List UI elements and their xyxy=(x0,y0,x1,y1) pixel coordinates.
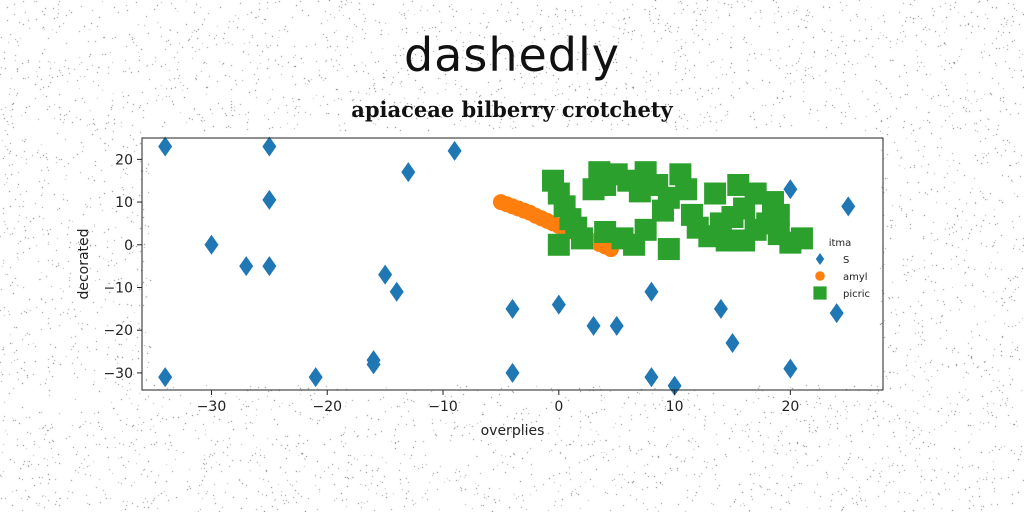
x-tick-label: 0 xyxy=(554,399,563,415)
data-point-square xyxy=(594,220,617,243)
data-point-diamond xyxy=(447,140,462,161)
data-point-square xyxy=(727,173,750,196)
series-S xyxy=(158,136,856,396)
series-picric xyxy=(542,161,813,261)
legend-marker-amyl xyxy=(815,271,825,281)
y-tick-label: 20 xyxy=(115,152,133,168)
data-point-diamond xyxy=(366,354,381,375)
data-point-diamond xyxy=(644,281,659,302)
axes-frame xyxy=(141,137,884,391)
legend-title: itma xyxy=(829,238,852,249)
data-point-diamond xyxy=(586,315,601,336)
figure-suptitle: dashedly xyxy=(403,28,620,82)
y-tick-label: −10 xyxy=(103,280,133,296)
data-point-diamond xyxy=(725,333,740,354)
chart-title: apiaceae bilberry crotchety xyxy=(351,97,673,122)
data-point-diamond xyxy=(644,367,659,388)
legend-marker-S xyxy=(815,253,825,265)
x-tick-label: −30 xyxy=(197,399,227,415)
data-point-diamond xyxy=(401,162,416,183)
x-axis-label: overplies xyxy=(481,423,545,439)
data-point-diamond xyxy=(667,375,682,396)
data-point-diamond xyxy=(841,196,856,217)
data-point-diamond xyxy=(389,281,404,302)
data-point-square xyxy=(547,233,570,256)
x-tick-label: 20 xyxy=(781,399,799,415)
data-point-diamond xyxy=(262,136,277,157)
data-point-square xyxy=(715,229,738,252)
data-point-diamond xyxy=(262,256,277,277)
data-point-diamond xyxy=(713,298,728,319)
data-point-diamond xyxy=(551,294,566,315)
data-point-square xyxy=(675,178,698,201)
data-point-square xyxy=(652,199,675,222)
data-point-diamond xyxy=(505,298,520,319)
plot-area xyxy=(158,136,856,396)
y-tick-label: −20 xyxy=(103,323,133,339)
x-tick-label: −10 xyxy=(428,399,458,415)
y-axis-label: decorated xyxy=(76,228,92,299)
data-point-diamond xyxy=(609,315,624,336)
y-tick-label: −30 xyxy=(103,366,133,382)
data-point-diamond xyxy=(158,367,173,388)
data-point-square xyxy=(704,182,727,205)
data-point-diamond xyxy=(829,303,844,324)
data-point-diamond xyxy=(505,362,520,383)
data-point-diamond xyxy=(308,367,323,388)
legend-marker-picric xyxy=(813,286,827,300)
legend-label: picric xyxy=(843,289,870,300)
data-point-square xyxy=(733,197,756,220)
y-tick-label: 10 xyxy=(115,195,133,211)
data-point-square xyxy=(657,238,680,261)
data-point-square xyxy=(628,180,651,203)
data-point-diamond xyxy=(204,234,219,255)
x-tick-label: 10 xyxy=(666,399,684,415)
data-point-diamond xyxy=(239,256,254,277)
data-point-square xyxy=(790,227,813,250)
data-point-square xyxy=(634,218,657,241)
y-tick-label: 0 xyxy=(124,238,133,254)
x-tick-label: −20 xyxy=(312,399,342,415)
data-point-diamond xyxy=(262,189,277,210)
axes: −30 −20 −10 0 10 20 −30 −20 −10 0 10 20 xyxy=(103,137,884,415)
legend-label: S xyxy=(843,255,849,266)
data-point-square xyxy=(570,227,593,250)
data-point-square xyxy=(767,203,790,226)
data-point-diamond xyxy=(783,358,798,379)
data-point-diamond xyxy=(158,136,173,157)
data-point-diamond xyxy=(378,264,393,285)
legend-label: amyl xyxy=(843,272,868,283)
data-point-diamond xyxy=(783,179,798,200)
